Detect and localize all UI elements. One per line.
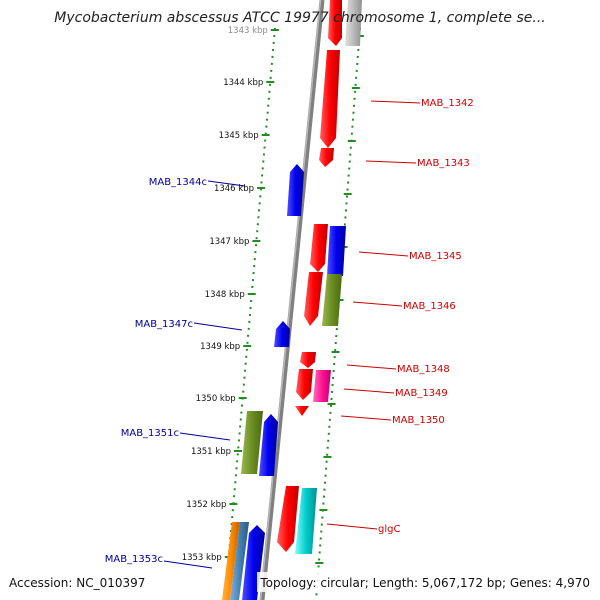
reverse-strand-genes: [222, 164, 304, 600]
gene-MAB_1343-icon[interactable]: [319, 148, 334, 167]
gene-MAB_1347c-icon[interactable]: [274, 321, 290, 347]
gene-glgC-icon[interactable]: [277, 486, 299, 552]
gene-MAB_1344c-icon[interactable]: [287, 164, 304, 216]
gene-MAB_1346b-icon[interactable]: [322, 274, 342, 326]
gene-MAB_1351c-olive-icon[interactable]: [241, 411, 263, 474]
reverse-gene-labels: MAB_1344c MAB_1347c MAB_1351c MAB_1353c: [105, 177, 207, 565]
scale-tick-label: 1348 kbp: [205, 290, 245, 300]
gene-label-glgc[interactable]: glgC: [378, 524, 400, 535]
gene-grey-feature-icon[interactable]: [345, 0, 362, 46]
scale-rings: [224, 27, 361, 600]
gene-MAB_1349b-icon[interactable]: [313, 370, 331, 402]
scale-tick-label: 1349 kbp: [200, 342, 240, 352]
scale-tick-label: 1346 kbp: [214, 184, 254, 194]
gene-label-mab_1350[interactable]: MAB_1350: [392, 415, 445, 426]
gene-label-mab_1347c[interactable]: MAB_1347c: [135, 319, 193, 330]
scale-tick-label: 1343 kbp: [228, 26, 268, 36]
scale-tick-label: 1344 kbp: [223, 78, 263, 88]
gene-label-mab_1351c[interactable]: MAB_1351c: [121, 428, 179, 439]
gene-MAB_1353c-steel-icon[interactable]: [230, 522, 249, 600]
gene-MAB_1348-icon[interactable]: [300, 352, 316, 368]
scale-ticks: 1343 kbp 1344 kbp 1345 kbp 1346 kbp 1347 kbp…: [182, 26, 364, 564]
label-leader-lines: [163, 100, 421, 569]
gene-MAB_1345-icon[interactable]: [310, 224, 328, 272]
gene-label-mab_1348[interactable]: MAB_1348: [397, 364, 450, 375]
gene-label-mab_1343[interactable]: MAB_1343: [417, 158, 470, 169]
scale-tick-label: 1352 kbp: [186, 500, 226, 510]
outer-ring-left: [224, 27, 276, 600]
forward-strand-genes: [277, 0, 362, 554]
gene-MAB_1353c-icon[interactable]: [242, 525, 265, 600]
scale-tick-label: 1351 kbp: [191, 447, 231, 457]
chromosome-backbone: [259, 0, 325, 600]
footer-summary-bg: [257, 572, 596, 592]
footer-accession-bg: [4, 572, 150, 592]
forward-gene-labels: MAB_1342 MAB_1343 MAB_1345 MAB_1346 MAB_1348…: [378, 98, 474, 535]
scale-tick-label: 1345 kbp: [219, 131, 259, 141]
gene-label-mab_1345[interactable]: MAB_1345: [409, 251, 462, 262]
gene-label-mab_1353c[interactable]: MAB_1353c: [105, 554, 163, 565]
gene-MAB_1341-icon[interactable]: [328, 0, 342, 46]
gene-MAB_1349-icon[interactable]: [296, 369, 313, 400]
gene-label-mab_1344c[interactable]: MAB_1344c: [149, 177, 207, 188]
gene-glgC-b-icon[interactable]: [295, 488, 317, 554]
gene-MAB_1353c-orange-icon[interactable]: [222, 522, 240, 600]
gene-MAB_1342-icon[interactable]: [320, 50, 340, 148]
scale-tick-label: 1347 kbp: [209, 237, 249, 247]
gene-label-mab_1349[interactable]: MAB_1349: [395, 388, 448, 399]
accession-text: Accession: NC_010397: [9, 576, 145, 590]
genome-summary-text: Topology: circular; Length: 5,067,172 bp…: [259, 576, 590, 590]
gene-MAB_1351c-icon[interactable]: [259, 414, 278, 476]
gene-label-mab_1346[interactable]: MAB_1346: [403, 301, 456, 312]
gene-MAB_1345b-icon[interactable]: [327, 226, 346, 276]
gene-MAB_1346-icon[interactable]: [304, 272, 323, 326]
scale-tick-label: 1350 kbp: [196, 394, 236, 404]
gene-MAB_1350-icon[interactable]: [295, 406, 309, 416]
gene-label-mab_1342[interactable]: MAB_1342: [421, 98, 474, 109]
scale-tick-label: 1353 kbp: [182, 553, 222, 563]
map-title: Mycobacterium abscessus ATCC 19977 chrom…: [54, 10, 545, 26]
